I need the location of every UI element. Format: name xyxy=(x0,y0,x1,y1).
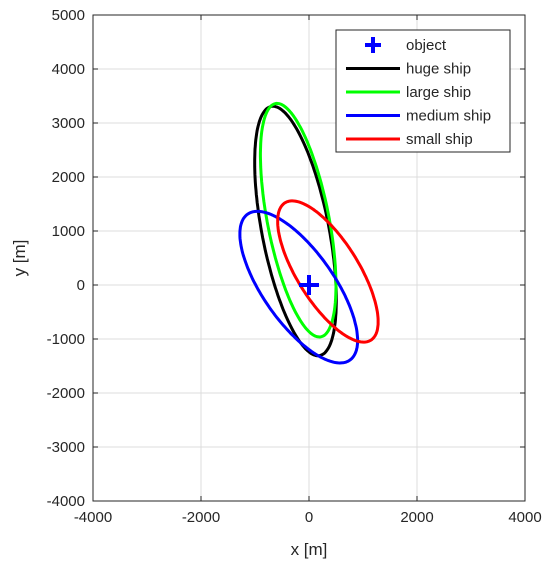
x-tick-label: -2000 xyxy=(182,509,220,526)
y-tick-label: 2000 xyxy=(52,169,85,186)
y-tick-label: 3000 xyxy=(52,115,85,132)
legend-label-large-ship: large ship xyxy=(406,84,471,101)
x-axis-title: x [m] xyxy=(291,540,328,559)
y-axis-title: y [m] xyxy=(10,240,29,277)
y-tick-label: 5000 xyxy=(52,7,85,24)
legend-marker-icon xyxy=(365,37,381,53)
legend-label-medium-ship: medium ship xyxy=(406,108,491,125)
y-tick-label: -4000 xyxy=(47,493,85,510)
y-tick-label: 4000 xyxy=(52,61,85,78)
legend-label-object: object xyxy=(406,37,447,54)
ellipse-small-ship xyxy=(276,199,380,344)
y-tick-label: -3000 xyxy=(47,439,85,456)
legend: object huge ship large ship medium ship smal… xyxy=(335,29,511,153)
x-tick-label: -4000 xyxy=(74,509,112,526)
x-tick-label: 0 xyxy=(305,509,313,526)
y-tick-label: -2000 xyxy=(47,385,85,402)
legend-label-huge-ship: huge ship xyxy=(406,61,471,78)
y-tick-label: 0 xyxy=(77,277,85,294)
ellipse-medium-ship xyxy=(238,209,360,365)
x-tick-label: 2000 xyxy=(400,509,433,526)
data-series xyxy=(238,101,380,365)
ellipse-large-ship xyxy=(258,101,338,339)
y-tick-label: -1000 xyxy=(47,331,85,348)
object-marker xyxy=(299,275,319,295)
legend-label-small-ship: small ship xyxy=(406,131,473,148)
y-tick-label: 1000 xyxy=(52,223,85,240)
object-plus-marker xyxy=(299,275,319,295)
axis-ticks: -4000 -2000 0 2000 4000 -4000 -3000 -2000 -1000 0… xyxy=(47,7,542,526)
x-tick-label: 4000 xyxy=(508,509,541,526)
